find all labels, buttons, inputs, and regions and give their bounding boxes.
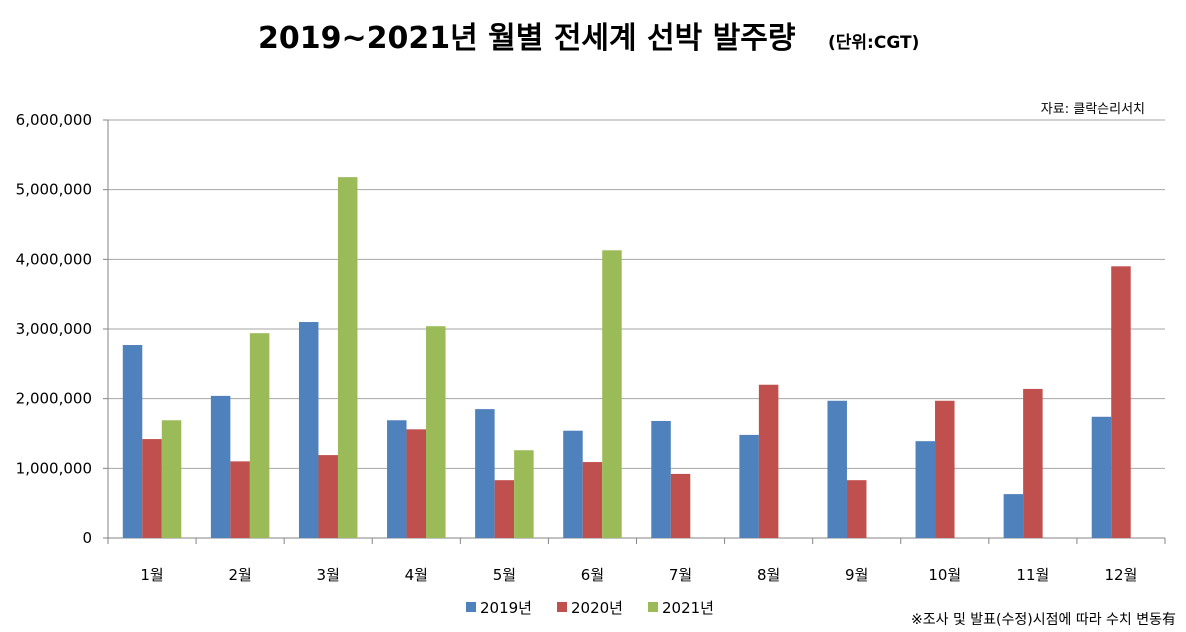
chart-title: 2019~2021년 월별 전세계 선박 발주량 [258, 21, 796, 56]
bar-2020년-4월 [406, 429, 427, 538]
legend-label: 2021년 [662, 599, 714, 617]
legend-swatch [557, 602, 567, 612]
bar-2020년-1월 [142, 439, 162, 538]
bar-2021년-2월 [249, 333, 270, 538]
bar-2019년-4월 [387, 420, 407, 538]
bar-2019년-8월 [739, 434, 759, 538]
x-tick-label: 5월 [493, 566, 516, 584]
bar-2021년-4월 [426, 326, 446, 538]
bar-2020년-9월 [846, 480, 867, 538]
bar-2019년-2월 [210, 395, 231, 538]
bar-2021년-3월 [337, 177, 358, 539]
bar-2020년-11월 [1023, 388, 1043, 538]
bar-2019년-5월 [475, 409, 495, 538]
bar-2021년-1월 [161, 420, 182, 538]
y-tick-label: 3,000,000 [16, 320, 92, 338]
y-tick-label: 6,000,000 [16, 111, 92, 129]
x-tick-label: 6월 [581, 566, 604, 584]
bar-2020년-8월 [758, 384, 779, 538]
bar-2019년-11월 [1003, 494, 1024, 538]
bar-2019년-3월 [298, 322, 319, 538]
y-tick-label: 2,000,000 [16, 390, 92, 408]
unit-label: (단위:CGT) [828, 33, 919, 53]
bar-2020년-2월 [230, 461, 250, 538]
x-tick-label: 9월 [845, 566, 868, 584]
x-tick-label: 2월 [228, 566, 251, 584]
x-tick-label: 4월 [405, 566, 428, 584]
bar-2020년-6월 [582, 462, 603, 538]
bar-2021년-5월 [514, 450, 534, 538]
bar-2020년-3월 [318, 455, 338, 538]
x-tick-label: 10월 [928, 566, 961, 584]
bar-2019년-10월 [915, 441, 936, 538]
y-tick-label: 0 [82, 529, 92, 547]
legend-swatch [648, 602, 658, 612]
legend-label: 2020년 [571, 599, 623, 617]
bar-2020년-12월 [1111, 266, 1131, 538]
bar-2021년-6월 [602, 250, 622, 538]
x-tick-label: 7월 [669, 566, 692, 584]
source-label: 자료: 클락슨리서치 [1041, 102, 1145, 117]
bar-2019년-12월 [1091, 416, 1112, 538]
x-tick-label: 12월 [1105, 566, 1138, 584]
bar-2019년-7월 [651, 420, 671, 538]
bar-2020년-7월 [670, 473, 691, 538]
y-tick-label: 1,000,000 [16, 459, 92, 477]
x-tick-label: 3월 [317, 566, 340, 584]
bar-2019년-6월 [563, 430, 583, 538]
bar-2020년-10월 [935, 400, 955, 538]
legend-swatch [466, 602, 476, 612]
x-tick-label: 11월 [1016, 566, 1049, 584]
bar-2019년-1월 [122, 345, 143, 538]
x-tick-label: 8월 [757, 566, 780, 584]
y-tick-label: 5,000,000 [16, 181, 92, 199]
footnote: ※조사 및 발표(수정)시점에 따라 수치 변동有 [911, 612, 1176, 628]
bar-2019년-9월 [827, 400, 847, 538]
legend-label: 2019년 [480, 599, 532, 617]
y-tick-label: 4,000,000 [16, 250, 92, 268]
x-tick-label: 1월 [140, 566, 163, 584]
bar-2020년-5월 [494, 480, 515, 538]
